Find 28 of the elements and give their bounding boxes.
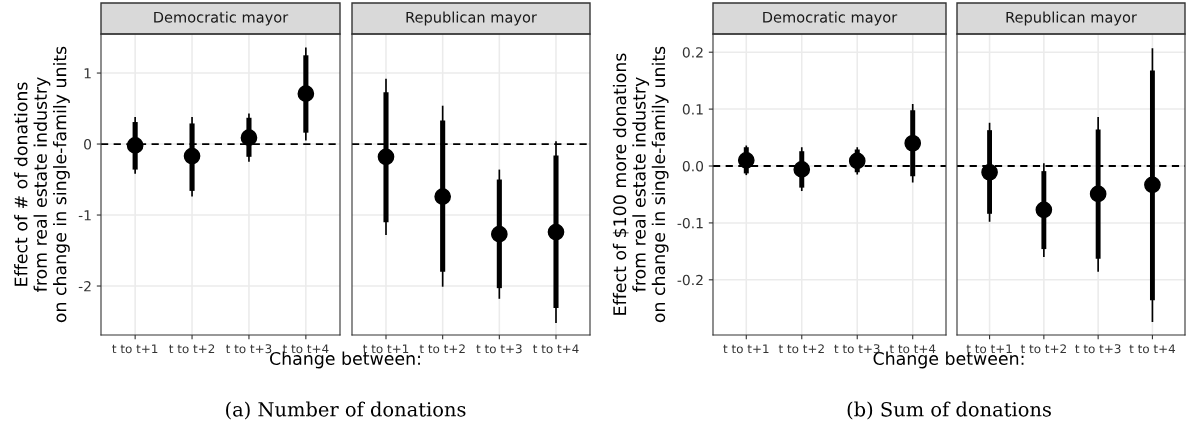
y-tick-label: -2 [78, 280, 91, 292]
chart-title: Democratic mayor [763, 11, 898, 26]
text: (a) Number of donations [226, 401, 466, 420]
y-tick-label: -1 [78, 210, 91, 221]
x-tick-label: t to t+4 [1129, 344, 1176, 354]
x-tick-label: t to t+2 [1020, 344, 1066, 354]
x-tick-label: t to t+3 [1075, 344, 1121, 354]
x-tick-label: t to t+4 [533, 344, 579, 354]
chart-title: Republican mayor [406, 11, 537, 26]
y-axis-title: Effect of $100 more donations from real estate industry on change in single-family units [612, 46, 669, 323]
x-tick-label: t to t+2 [419, 344, 465, 354]
x-tick-label: t to t+1 [723, 344, 769, 354]
y-axis-title: Effect of # of donations from real estate industry on change in single-family units [14, 46, 70, 323]
y-tick-label: 0.2 [682, 47, 703, 58]
y-tick-label: 0.1 [682, 104, 703, 115]
x-tick-label: t to t+2 [778, 344, 824, 354]
y-tick-label: 0 [84, 139, 92, 150]
x-tick-label: t to t+1 [112, 344, 158, 354]
chart-title: Democratic mayor [154, 11, 289, 26]
x-tick-label: t to t+3 [476, 344, 522, 354]
y-tick-label: 0.0 [682, 160, 704, 172]
y-tick-label: 1 [84, 68, 91, 79]
text: (b) Sum of donations [847, 401, 1051, 420]
y-tick-label: -0.1 [677, 217, 703, 229]
x-tick-label: t to t+3 [225, 344, 272, 354]
y-tick-label: -0.2 [677, 274, 703, 286]
chart-title: Republican mayor [1006, 11, 1137, 26]
x-tick-label: t to t+2 [169, 344, 215, 354]
